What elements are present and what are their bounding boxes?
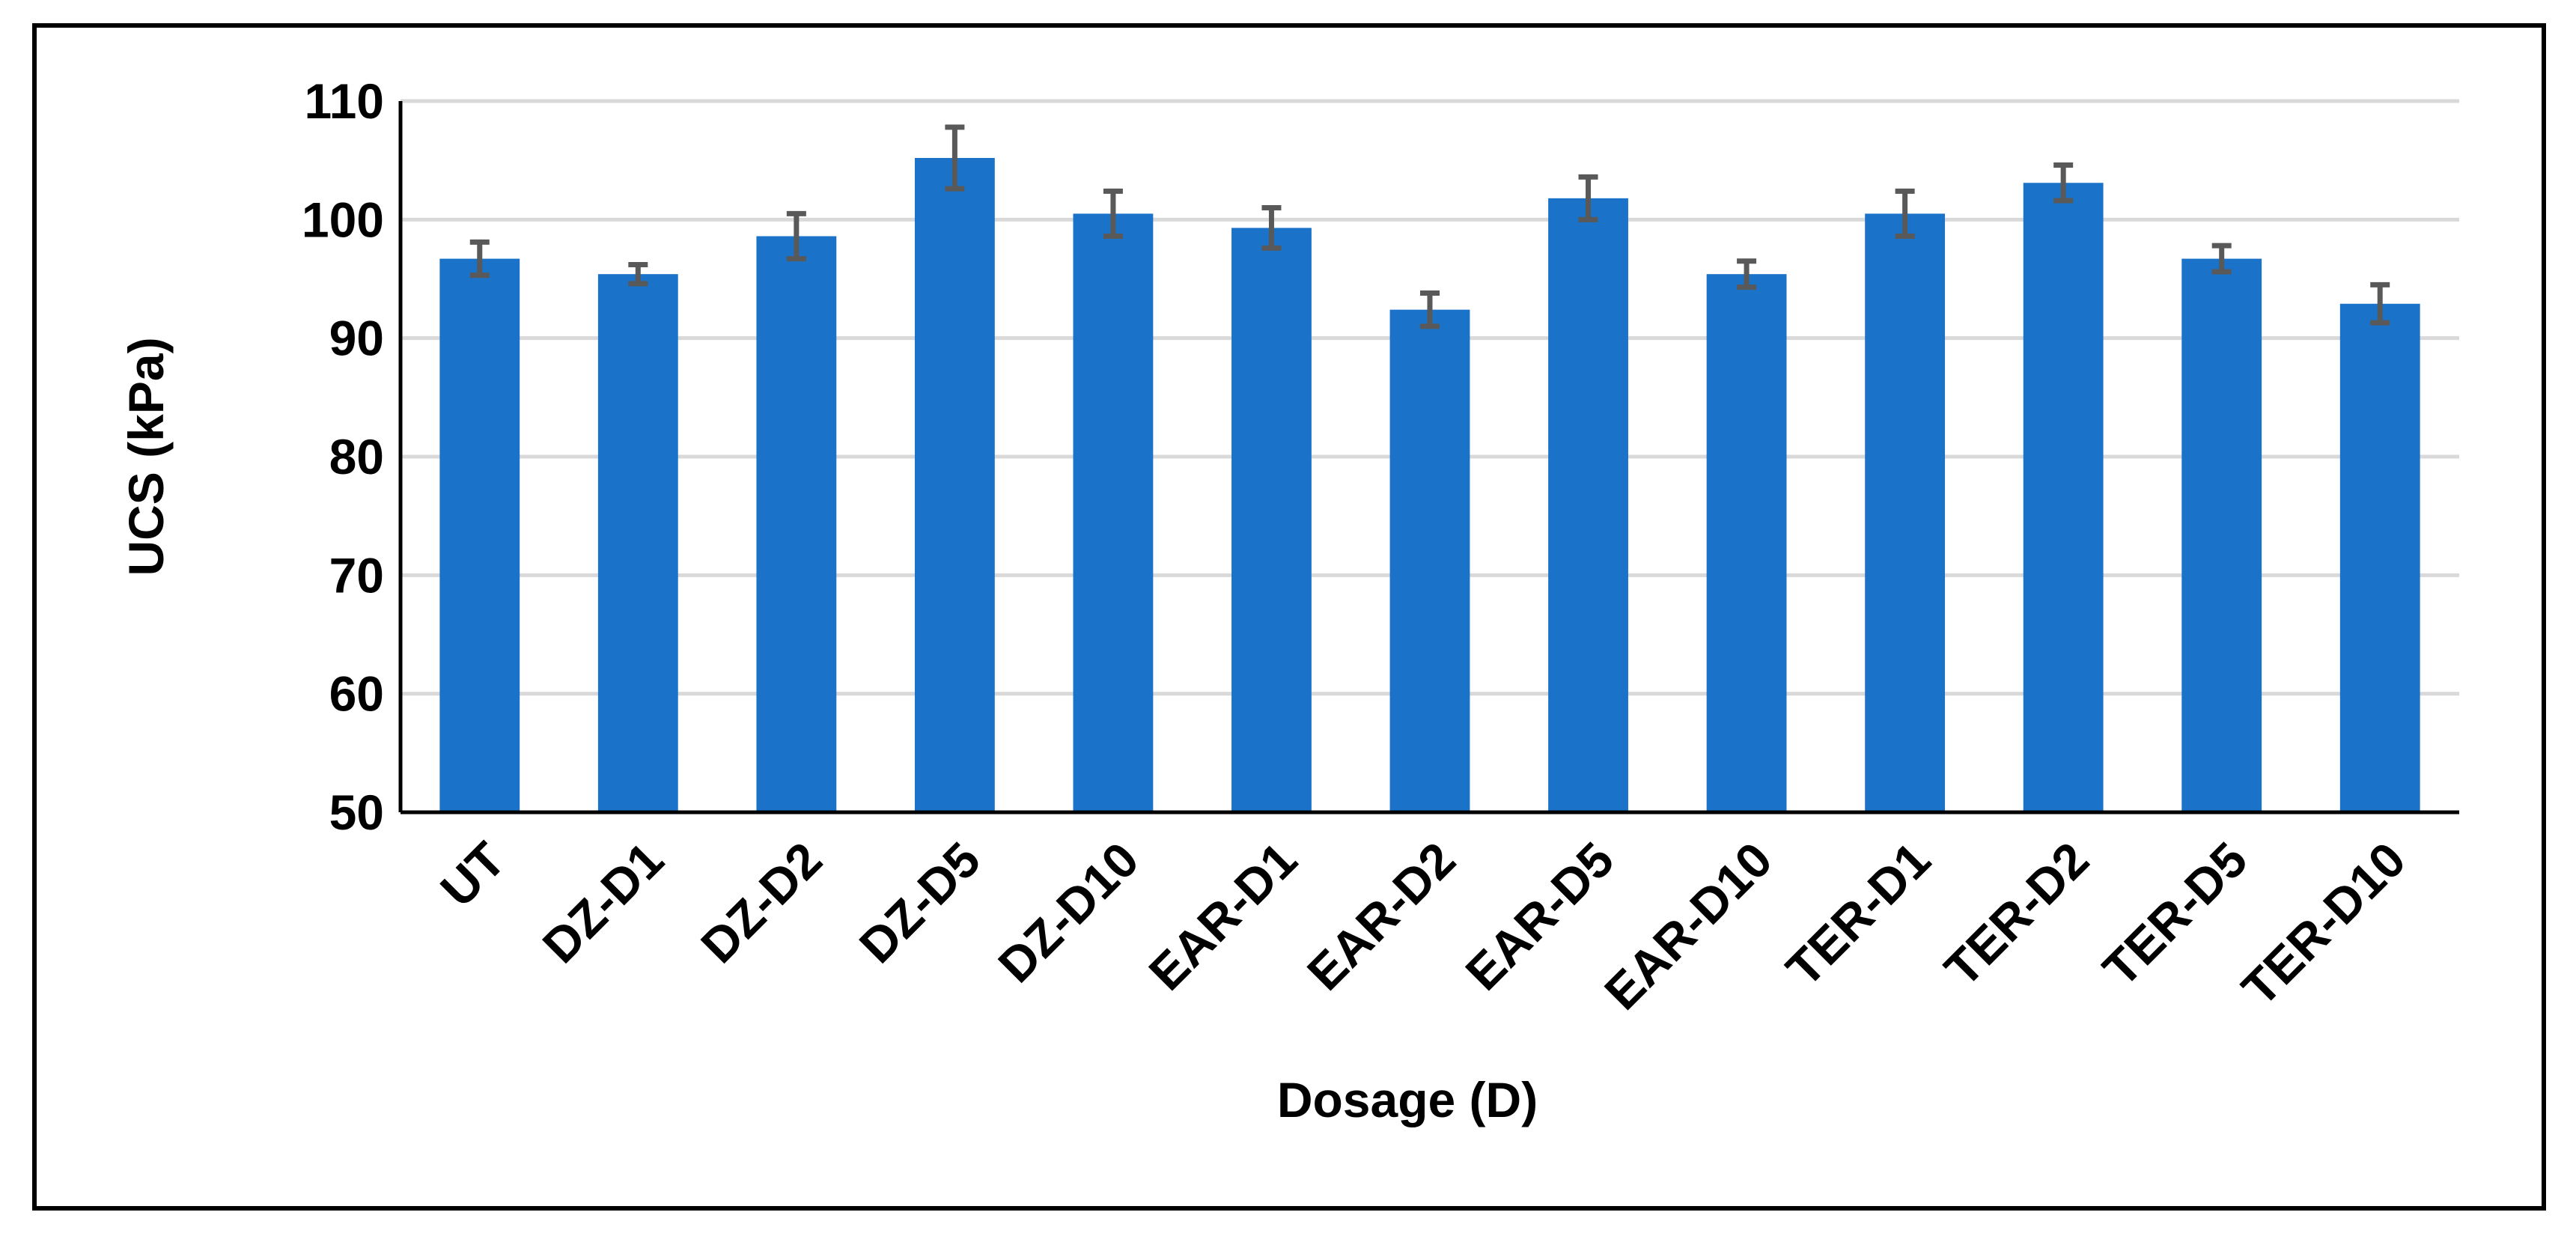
bar <box>1073 213 1154 813</box>
bar <box>597 274 678 813</box>
error-bar <box>1420 290 1440 329</box>
bars <box>439 158 2420 813</box>
bar <box>439 258 520 812</box>
error-bar <box>1261 205 1282 251</box>
bar <box>1231 228 1312 813</box>
error-bar <box>945 124 965 192</box>
error-bar <box>2370 281 2390 326</box>
bar <box>914 158 995 812</box>
bar <box>1865 213 1946 813</box>
error-bar <box>469 239 490 278</box>
y-axis-title: UCS (kPa) <box>118 337 174 576</box>
y-tick-labels: 50 60 70 80 90 100 110 <box>302 73 384 840</box>
y-tick-label: 90 <box>329 311 384 366</box>
error-bar <box>1578 174 1598 222</box>
error-bar <box>2053 162 2074 204</box>
error-bar <box>1895 188 1915 239</box>
error-bars <box>469 124 2390 329</box>
bar <box>2023 183 2104 812</box>
error-bar <box>1103 188 1123 239</box>
y-tick-label: 110 <box>305 73 384 129</box>
y-tick-label: 100 <box>302 192 384 247</box>
x-axis-title: Dosage (D) <box>1277 1072 1538 1127</box>
error-bar <box>2211 243 2232 275</box>
y-tick-label: 60 <box>329 666 384 722</box>
error-bar <box>1737 258 1757 290</box>
bar <box>2339 303 2420 812</box>
gridlines <box>401 99 2459 696</box>
bar <box>1706 274 1787 813</box>
y-tick-label: 70 <box>329 547 384 603</box>
error-bar <box>628 262 648 287</box>
y-tick-label: 50 <box>329 785 384 840</box>
axes <box>398 101 2459 815</box>
y-tick-label: 80 <box>329 429 384 484</box>
bar <box>2181 258 2262 812</box>
error-bar <box>786 210 806 262</box>
bar <box>756 236 837 812</box>
bar <box>1548 198 1628 812</box>
bar <box>1389 309 1470 813</box>
